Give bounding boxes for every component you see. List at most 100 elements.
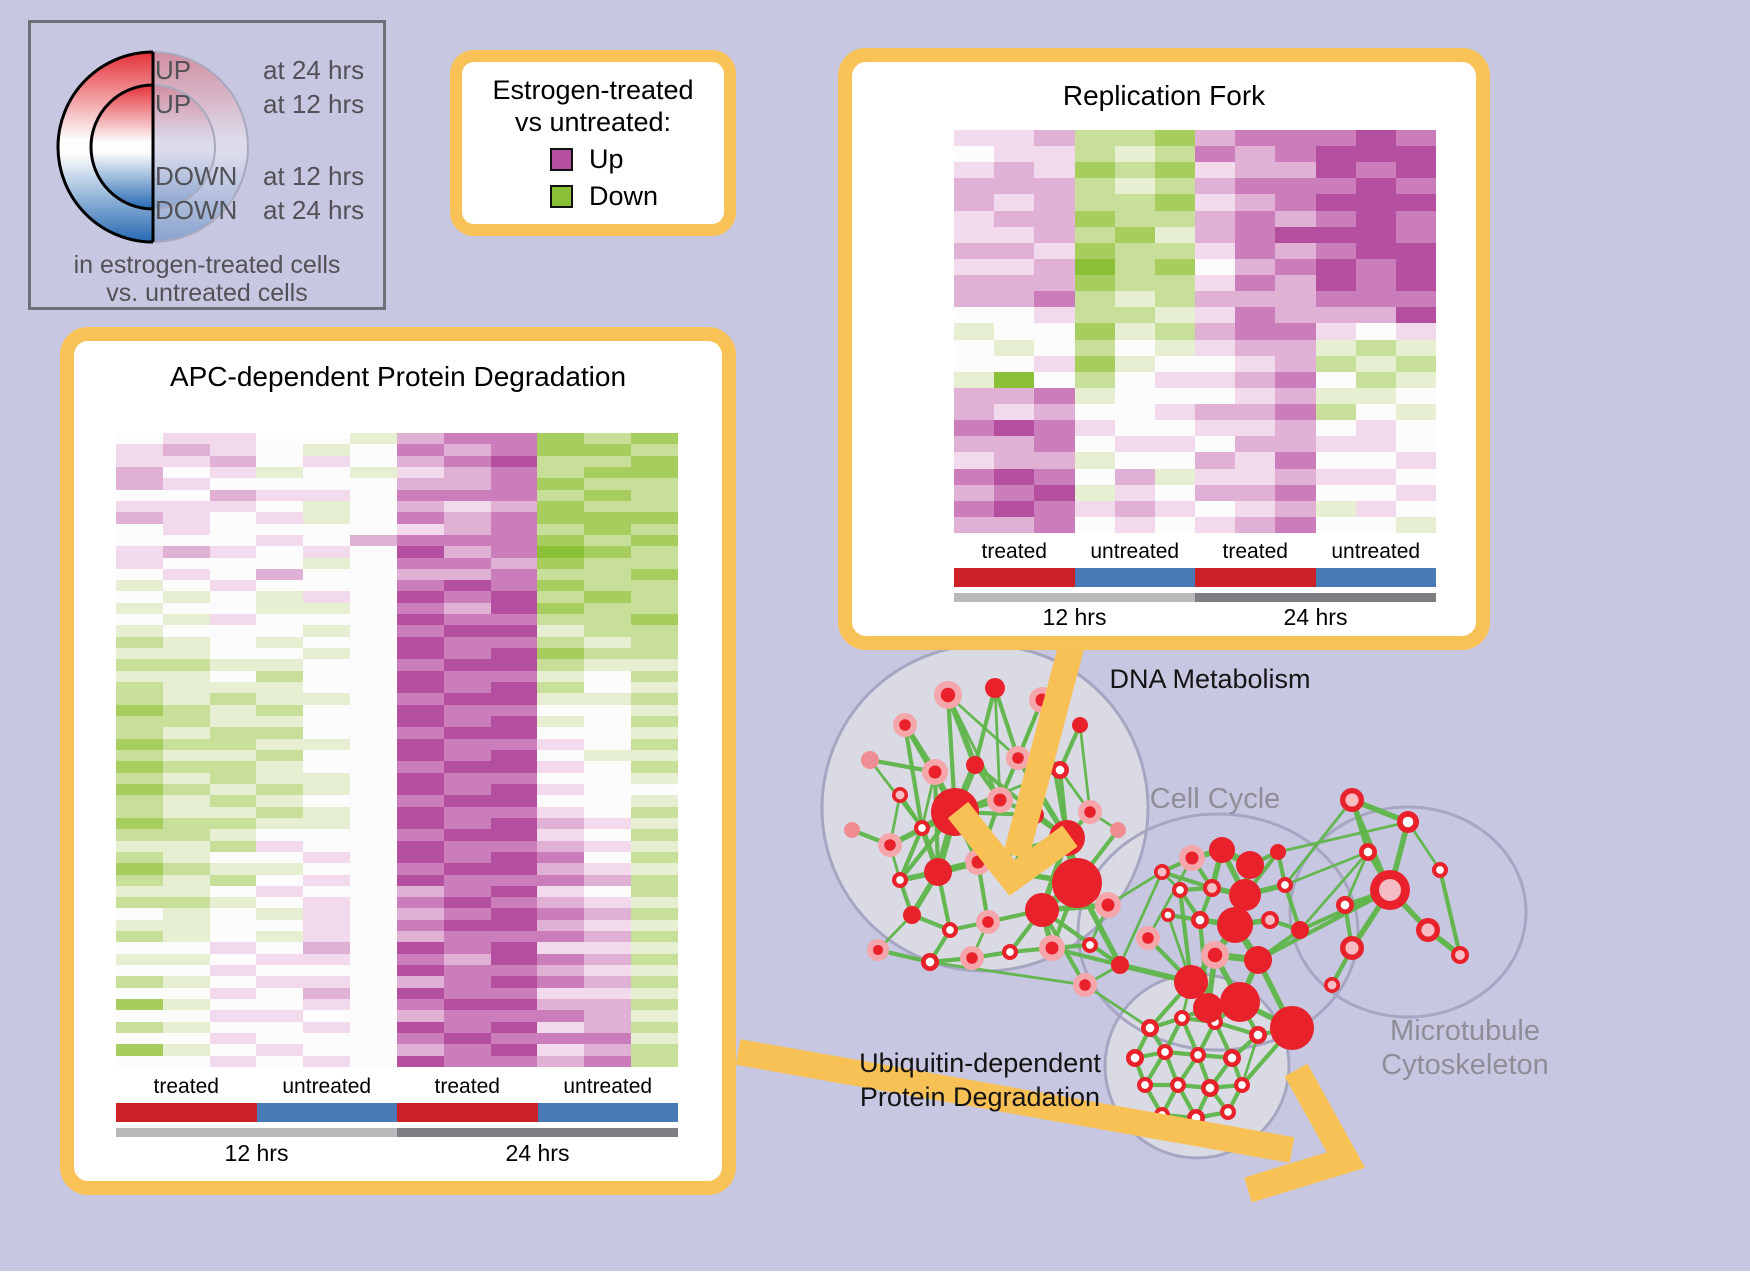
heatmap-cell — [1315, 387, 1356, 405]
heatmap-cell — [303, 987, 351, 1000]
heatmap-cell — [584, 478, 632, 490]
network-node-red-with-pink-halo — [976, 910, 1000, 934]
replication-fork-title: Replication Fork — [1062, 80, 1266, 111]
heatmap-cell — [209, 863, 257, 875]
heatmap-cell — [1034, 194, 1075, 211]
rf-time-bars — [954, 593, 1436, 602]
heatmap-cell — [162, 919, 210, 932]
heatmap-cell — [1355, 210, 1396, 227]
heatmap-cell — [256, 500, 304, 513]
network-edge — [1283, 798, 1354, 887]
heatmap-cell — [303, 444, 351, 456]
heatmap-cell — [537, 716, 585, 728]
heatmap-cell — [1355, 371, 1396, 388]
heatmap-cell — [1195, 452, 1236, 469]
heatmap-cell — [1034, 436, 1075, 453]
network-edge — [1298, 850, 1370, 932]
heatmap-cell — [162, 716, 210, 728]
heatmap-cell — [584, 648, 632, 660]
heatmap-cell — [1195, 194, 1236, 211]
network-node-red-with-pink-halo — [934, 681, 962, 709]
heatmap-cell — [1114, 307, 1155, 324]
heatmap-cell — [490, 557, 538, 569]
heatmap-cell — [350, 580, 397, 592]
heatmap-cell — [490, 727, 538, 739]
heatmap-cell — [209, 874, 257, 886]
heatmap-cell — [584, 716, 632, 728]
heatmap-cell — [162, 512, 210, 524]
heatmap-cell — [209, 931, 257, 943]
network-node-red-ring-pink-core — [892, 787, 908, 803]
heatmap-cell — [443, 523, 491, 535]
heatmap-cell — [1154, 178, 1195, 195]
heatmap-cell — [994, 307, 1035, 324]
heatmap-cell — [1315, 130, 1356, 147]
heatmap-cell — [584, 863, 632, 875]
heatmap-cell — [209, 500, 257, 513]
network-node-red-ring-white-core — [914, 820, 930, 836]
heatmap-cell — [490, 568, 538, 581]
heatmap-cell — [537, 568, 585, 581]
heatmap-cell — [994, 162, 1035, 179]
heatmap-cell — [954, 258, 995, 276]
network-edge — [897, 825, 925, 883]
heatmap-cell — [1074, 355, 1115, 372]
heatmap-cell — [350, 546, 397, 558]
heatmap-cell — [1395, 162, 1436, 179]
heatmap-cell — [303, 885, 351, 898]
heatmap-cell — [256, 738, 304, 750]
heatmap-cell — [1395, 500, 1436, 517]
heatmap-cell — [631, 772, 678, 784]
heatmap-cell — [116, 908, 163, 920]
heatmap-cell — [1074, 420, 1115, 437]
heatmap-cell — [631, 795, 678, 807]
heatmap-cell — [490, 976, 538, 988]
heatmap-cell — [490, 783, 538, 796]
heatmap-cell — [303, 908, 351, 920]
heatmap-cell — [537, 897, 585, 909]
heatmap-cell — [303, 976, 351, 988]
heatmap-cell — [443, 455, 491, 467]
heatmap-cell — [954, 130, 995, 147]
heatmap-cell — [350, 840, 397, 852]
heatmap-cell — [116, 534, 163, 547]
heatmap-cell — [1395, 130, 1436, 147]
heatmap-cell — [994, 484, 1035, 501]
heatmap-cell — [954, 355, 995, 372]
heatmap-cell — [631, 704, 678, 717]
heatmap-cell — [490, 749, 538, 762]
heatmap-cell — [162, 908, 210, 920]
heatmap-cell — [584, 489, 632, 501]
heatmap-cell — [490, 512, 538, 524]
heatmap-cell — [350, 478, 397, 490]
heatmap-cell — [1154, 339, 1195, 356]
heatmap-cell — [584, 795, 632, 807]
heatmap-cell — [1395, 452, 1436, 469]
heatmap-cell — [209, 625, 257, 637]
heatmap-cell — [396, 1055, 444, 1067]
heatmap-cell — [584, 523, 632, 535]
heatmap-cell — [396, 500, 444, 513]
heatmap-cell — [209, 987, 257, 1000]
heatmap-cell — [631, 580, 678, 592]
heatmap-cell — [1114, 500, 1155, 517]
legend-down-24-dir: DOWN — [155, 195, 238, 225]
heatmap-cell — [443, 953, 491, 966]
heatmap-cell — [396, 682, 444, 694]
heatmap-cell — [584, 614, 632, 626]
apc-12hrs-label: 12 hrs — [224, 1140, 289, 1166]
network-node-red-ring-white-core — [1432, 862, 1448, 878]
heatmap-cell — [1235, 210, 1276, 227]
heatmap-cell — [537, 478, 585, 490]
heatmap-cell — [954, 468, 995, 485]
heatmap-cell — [490, 523, 538, 535]
heatmap-cell — [537, 546, 585, 558]
heatmap-cell — [1154, 484, 1195, 501]
heatmap-cell — [116, 999, 163, 1011]
heatmap-cell — [490, 817, 538, 830]
heatmap-cell — [443, 478, 491, 490]
heatmap-cell — [994, 436, 1035, 453]
heatmap-cell — [1154, 500, 1195, 517]
heatmap-cell — [116, 433, 163, 445]
heatmap-cell — [443, 738, 491, 750]
